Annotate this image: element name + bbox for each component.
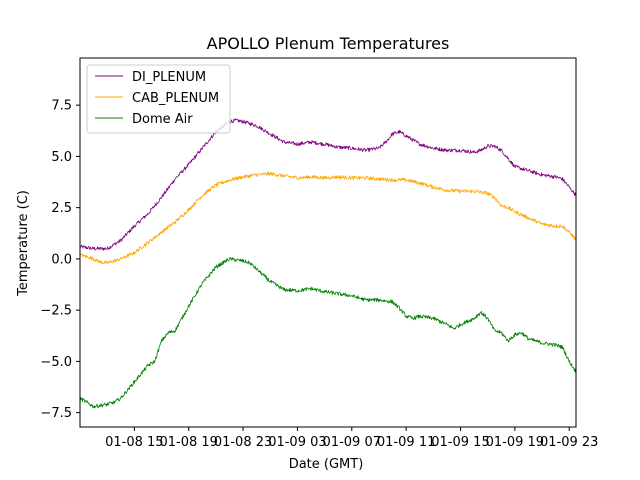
y-axis-label: Temperature (C) [16, 190, 31, 297]
x-tick-label: 01-08 15 [105, 435, 163, 450]
series-layer [80, 118, 576, 409]
y-tick-label: 0.0 [51, 252, 72, 267]
x-tick-label: 01-08 23 [214, 435, 272, 450]
legend-label-dome-air: Dome Air [132, 112, 193, 127]
x-axis-label: Date (GMT) [289, 457, 364, 472]
x-tick-label: 01-09 07 [323, 435, 381, 450]
y-tick-label: 7.5 [51, 99, 72, 114]
y-tick-label: 2.5 [51, 201, 72, 216]
y-axis-ticks: −7.5 −5.0 −2.5 0.0 2.5 5.0 7.5 [40, 99, 80, 421]
y-tick-label: 5.0 [51, 150, 72, 165]
legend-label-cab-plenum: CAB_PLENUM [132, 91, 219, 106]
series-line-cab-plenum [80, 171, 576, 265]
x-tick-label: 01-09 11 [377, 435, 435, 450]
y-tick-label: −7.5 [40, 406, 72, 421]
x-tick-label: 01-09 15 [431, 435, 489, 450]
legend: DI_PLENUM CAB_PLENUM Dome Air [86, 64, 231, 134]
x-tick-label: 01-09 23 [540, 435, 598, 450]
legend-box [86, 64, 231, 134]
x-tick-label: 01-08 19 [159, 435, 217, 450]
series-line-di-plenum [80, 118, 576, 251]
series-line-dome-air [80, 257, 576, 409]
x-tick-label: 01-09 19 [486, 435, 544, 450]
plot-frame [79, 57, 577, 428]
x-tick-label: 01-09 03 [268, 435, 326, 450]
chart-title: APOLLO Plenum Temperatures [207, 34, 450, 53]
legend-label-di-plenum: DI_PLENUM [132, 70, 206, 85]
y-tick-label: −2.5 [40, 304, 72, 319]
y-tick-label: −5.0 [40, 355, 72, 370]
